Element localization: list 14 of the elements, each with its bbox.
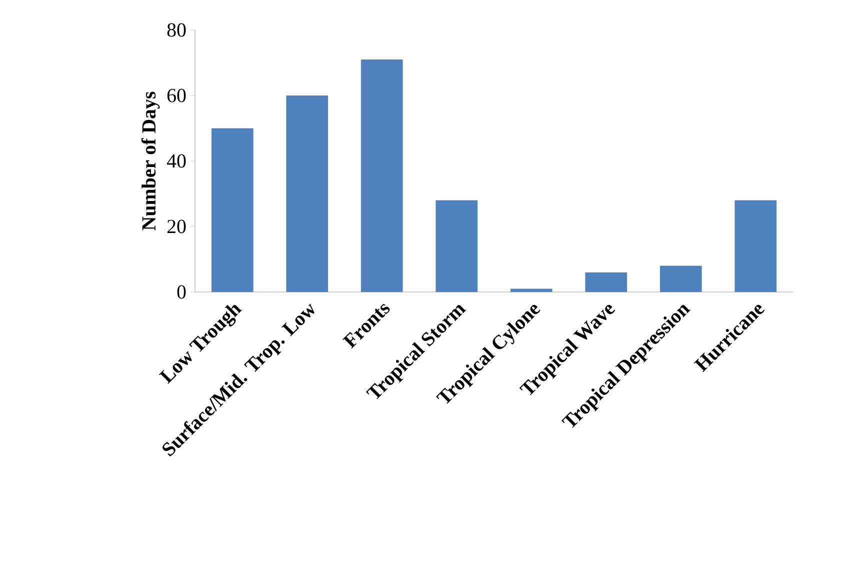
bar <box>286 95 328 292</box>
y-tick-label: 40 <box>166 154 186 168</box>
y-axis-title: Number of Days <box>141 92 160 230</box>
bar <box>660 266 702 292</box>
y-tick-label: 80 <box>167 23 186 37</box>
bar <box>360 59 403 292</box>
bar <box>510 288 552 292</box>
bar <box>211 128 254 292</box>
y-tick-label: 20 <box>167 220 186 234</box>
y-tick-label: 0 <box>177 285 186 299</box>
bar <box>436 200 478 292</box>
bar <box>734 200 777 292</box>
y-tick-label: 60 <box>167 88 186 102</box>
bar <box>585 272 628 292</box>
